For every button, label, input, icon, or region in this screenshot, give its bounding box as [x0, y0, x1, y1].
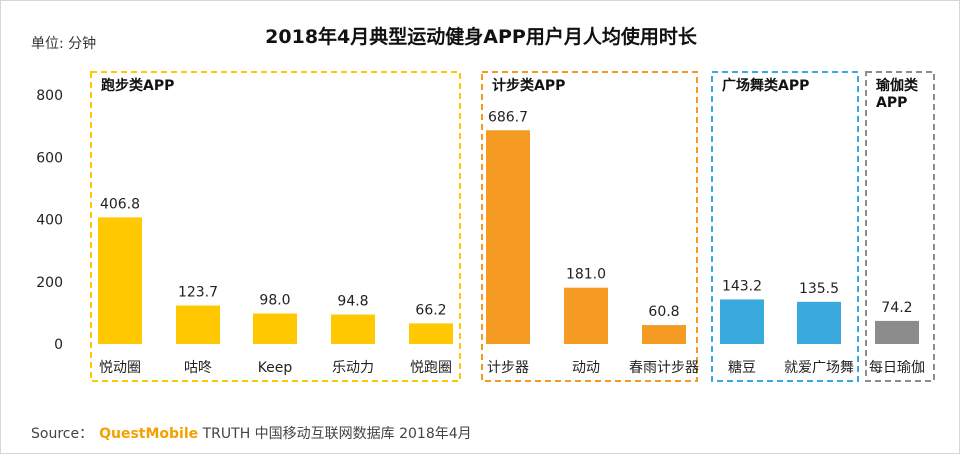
y-tick-label: 0 — [54, 337, 63, 353]
group-label-line: APP — [876, 95, 907, 111]
group-box — [90, 71, 461, 382]
category-label: 计步器 — [487, 360, 529, 376]
bar — [253, 313, 297, 344]
bar — [486, 130, 530, 344]
group-label: 瑜伽类 APP — [876, 77, 919, 111]
data-label: 406.8 — [100, 196, 140, 212]
category-label: 春雨计步器 — [629, 360, 699, 376]
bar — [642, 325, 686, 344]
category-label: 悦跑圈 — [410, 360, 452, 376]
bar — [720, 299, 764, 344]
data-label: 94.8 — [337, 293, 368, 309]
y-axis: 0 200 400 600 800 — [36, 88, 63, 353]
group-label-line: 计步类APP — [492, 77, 565, 94]
data-label: 60.8 — [648, 304, 679, 320]
series-group: 跑步类APP 406.8 悦动圈 123.7 咕咚 98.0 Keep 94.8 乐动力 66.2… — [90, 71, 461, 382]
bar — [797, 301, 841, 344]
series-group: 广场舞类APP 143.2 糖豆 135.5 就爱广场舞 — [711, 71, 859, 382]
data-label: 123.7 — [178, 284, 218, 300]
data-label: 135.5 — [799, 281, 839, 297]
group-label: 广场舞类APP — [722, 77, 809, 94]
category-label: 糖豆 — [728, 360, 756, 376]
y-tick-label: 200 — [36, 275, 63, 291]
bar — [98, 217, 142, 344]
group-label-line: 瑜伽类 — [876, 77, 919, 94]
source-note: Source： QuestMobile TRUTH 中国移动互联网数据库 2018… — [31, 423, 472, 443]
y-tick-label: 600 — [36, 150, 63, 166]
bar — [176, 305, 220, 344]
bar — [875, 320, 919, 344]
data-label: 143.2 — [722, 278, 762, 294]
group-box — [711, 71, 859, 382]
data-label: 686.7 — [488, 109, 528, 125]
category-label: 每日瑜伽 — [869, 360, 925, 376]
source-label: Source： — [31, 426, 94, 442]
group-label-line: 跑步类APP — [101, 77, 174, 94]
data-label: 66.2 — [415, 302, 446, 318]
category-label: 乐动力 — [332, 360, 374, 376]
source-text: TRUTH 中国移动互联网数据库 2018年4月 — [202, 426, 472, 442]
data-label: 98.0 — [259, 292, 290, 308]
category-label: 就爱广场舞 — [784, 360, 854, 376]
series-group: 计步类APP 686.7 计步器 181.0 动动 60.8 春雨计步器 — [481, 71, 699, 382]
y-tick-label: 800 — [36, 88, 63, 104]
group-label-line: 广场舞类APP — [722, 77, 809, 94]
category-label: 动动 — [572, 360, 600, 376]
category-label: 悦动圈 — [99, 360, 141, 376]
group-label: 跑步类APP — [101, 77, 174, 94]
category-label: Keep — [258, 360, 293, 376]
chart-title: 2018年4月典型运动健身APP用户月人均使用时长 — [265, 25, 698, 48]
series-group: 瑜伽类 APP 74.2 每日瑜伽 — [865, 71, 935, 382]
bar — [409, 323, 453, 344]
data-label: 181.0 — [566, 267, 606, 283]
bar-groups: 跑步类APP 406.8 悦动圈 123.7 咕咚 98.0 Keep 94.8 乐动力 66.2… — [90, 71, 935, 382]
bar — [564, 287, 608, 344]
unit-label: 单位: 分钟 — [31, 35, 96, 52]
group-box — [865, 71, 935, 382]
data-label: 74.2 — [881, 300, 912, 316]
category-label: 咕咚 — [184, 360, 212, 376]
source-brand: QuestMobile — [99, 426, 199, 442]
group-label: 计步类APP — [492, 77, 565, 94]
y-tick-label: 400 — [36, 213, 63, 229]
group-box — [481, 71, 698, 382]
bar — [331, 314, 375, 344]
